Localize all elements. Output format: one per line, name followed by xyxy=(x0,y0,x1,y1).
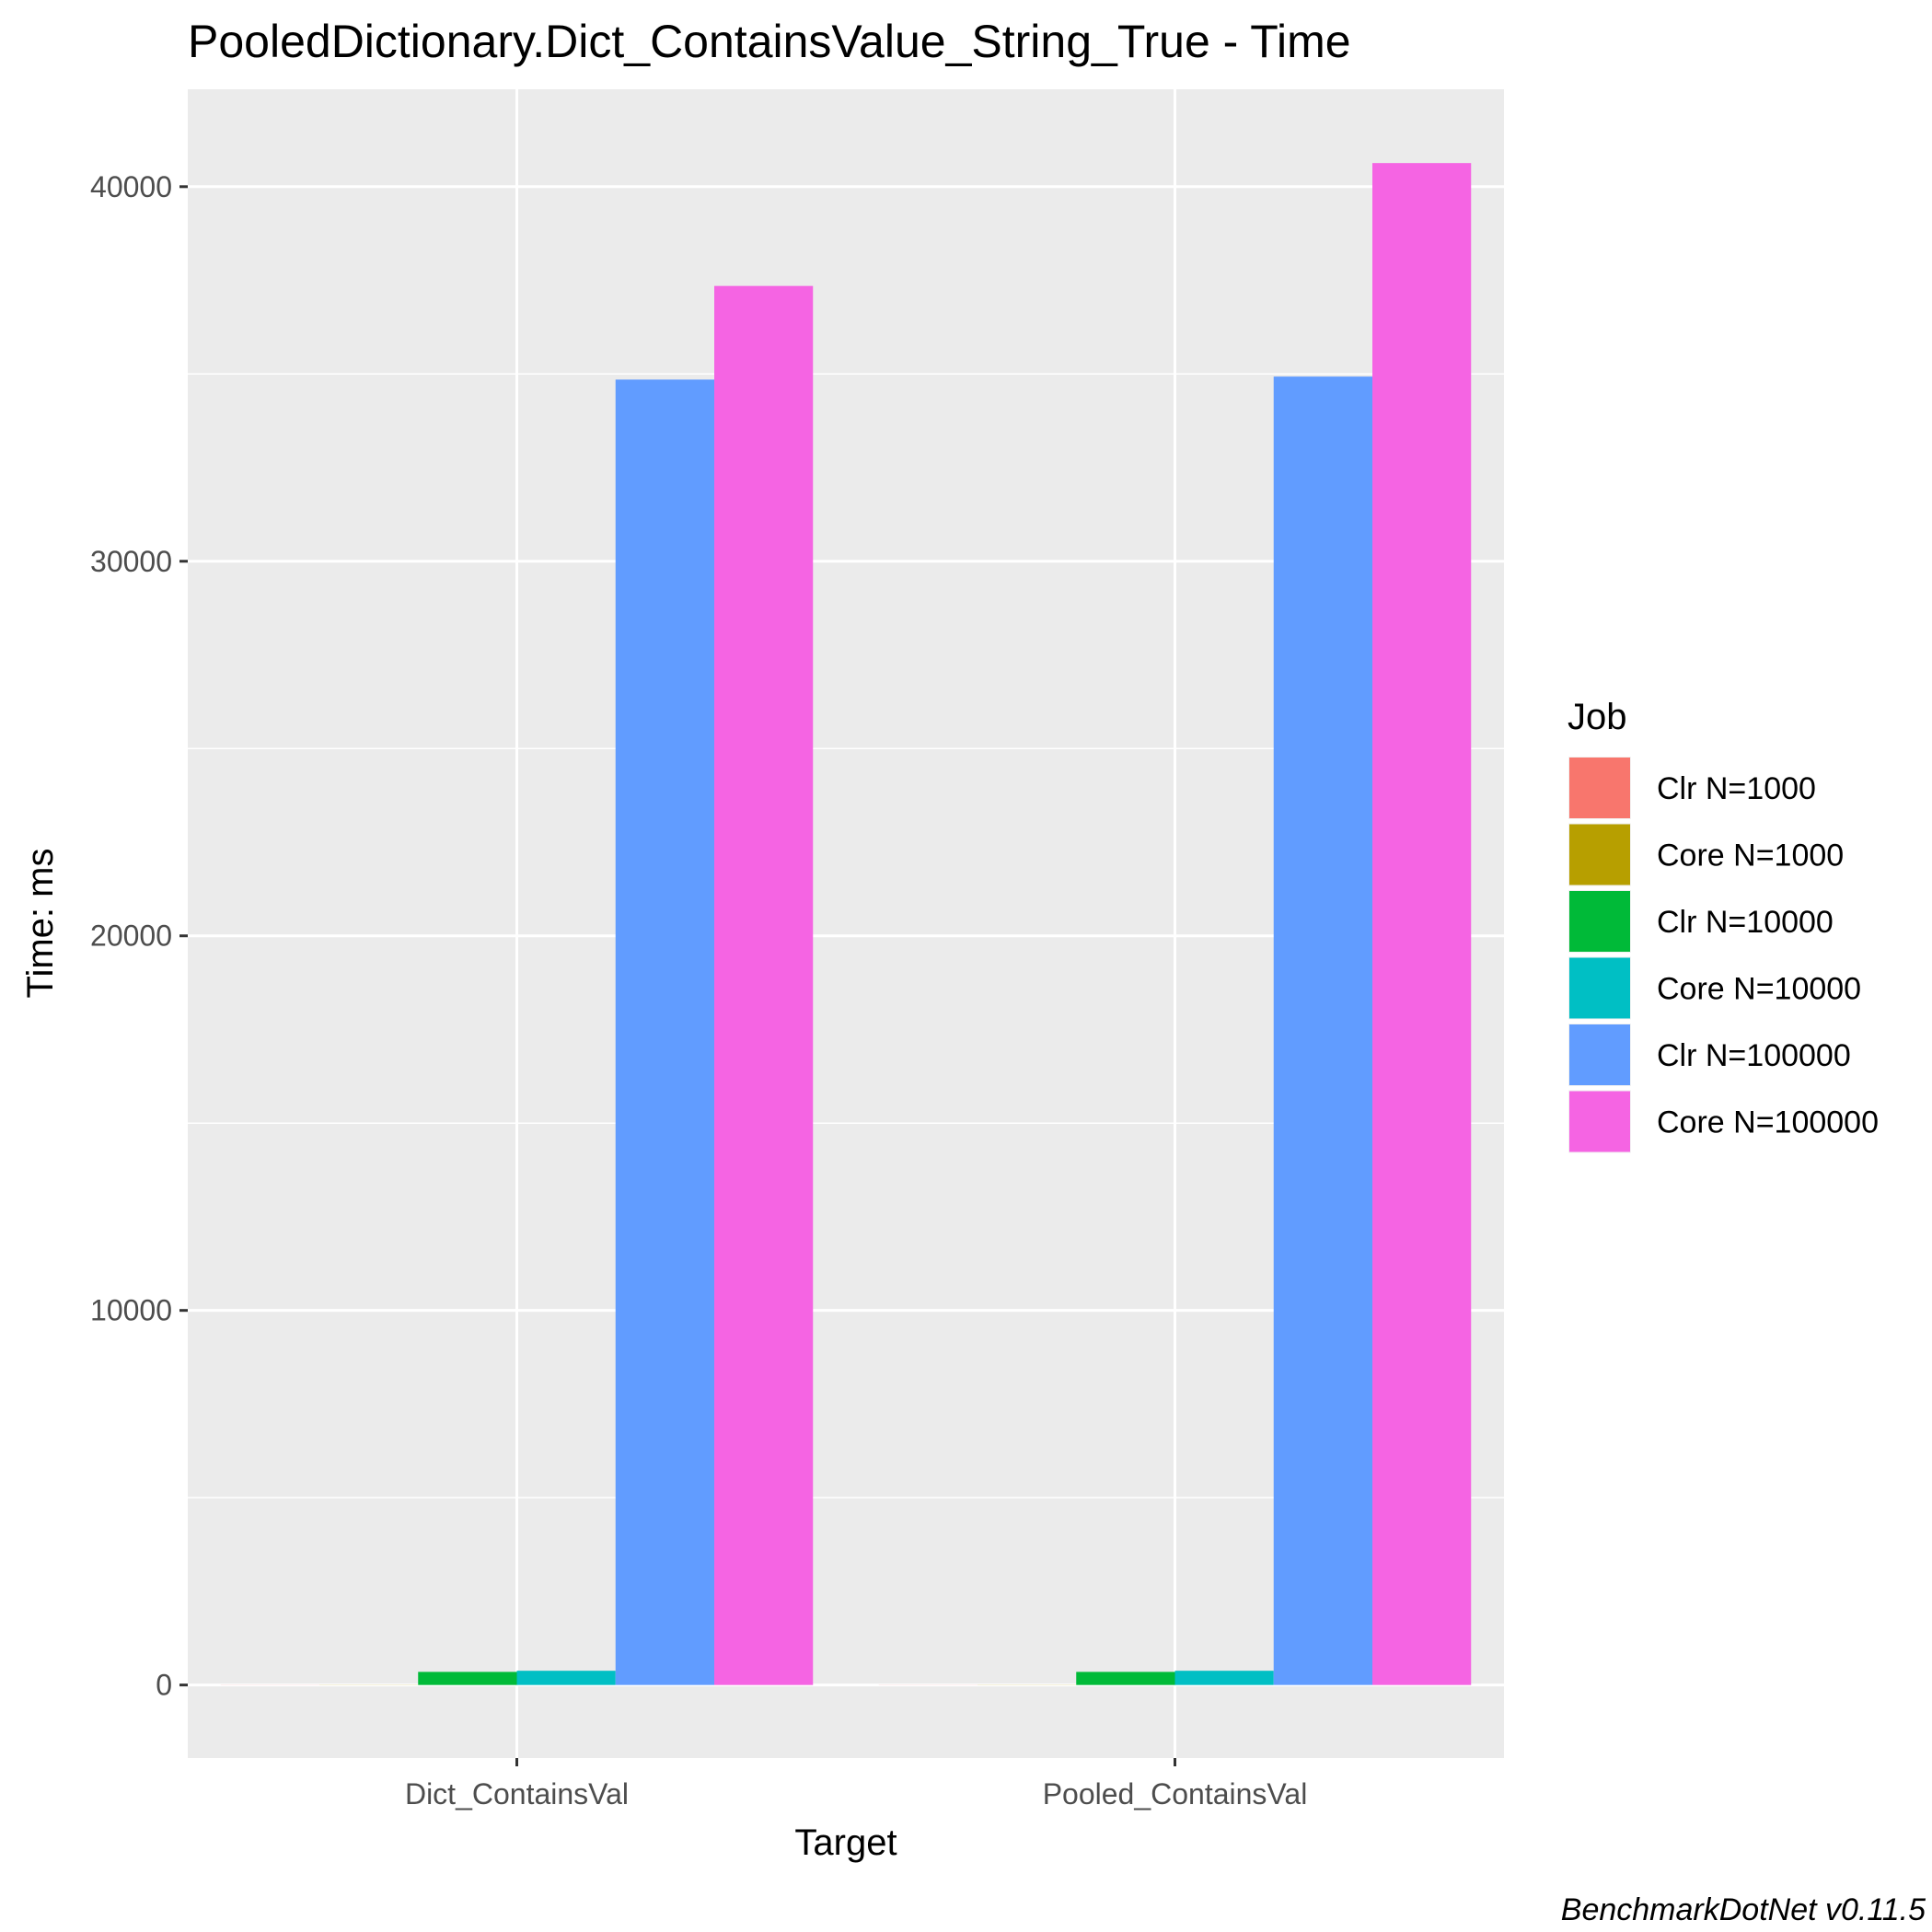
bar xyxy=(714,285,814,1685)
bar xyxy=(1174,1671,1274,1685)
legend-label: Core N=1000 xyxy=(1657,839,1844,873)
legend-label: Clr N=1000 xyxy=(1657,771,1816,806)
chart-title: PooledDictionary.Dict_ContainsValue_Stri… xyxy=(188,16,1351,67)
legend: Job Clr N=1000 Core N=1000 Clr N=10000 Core… xyxy=(1568,697,1879,1153)
bar xyxy=(516,1671,616,1685)
legend-swatch xyxy=(1569,758,1630,818)
legend-title: Job xyxy=(1568,697,1627,737)
y-tick-label: 40000 xyxy=(90,170,172,203)
bar xyxy=(1372,163,1472,1685)
legend-label: Clr N=10000 xyxy=(1657,905,1834,940)
caption: BenchmarkDotNet v0.11.5 xyxy=(1561,1892,1926,1927)
x-tick-label: Pooled_ContainsVal xyxy=(1043,1777,1308,1811)
y-tick-label: 30000 xyxy=(90,545,172,578)
x-axis: Dict_ContainsVal Pooled_ContainsVal xyxy=(405,1758,1307,1811)
y-axis: 0 10000 20000 30000 40000 xyxy=(90,170,188,1702)
legend-swatch xyxy=(1569,1091,1630,1152)
y-tick-label: 10000 xyxy=(90,1294,172,1327)
bar xyxy=(615,379,714,1685)
x-axis-title: Target xyxy=(794,1822,897,1863)
legend-label: Clr N=100000 xyxy=(1657,1038,1851,1073)
legend-swatch xyxy=(1569,957,1630,1019)
y-axis-title: Time: ms xyxy=(20,849,61,999)
x-tick-label: Dict_ContainsVal xyxy=(405,1777,629,1811)
legend-label: Core N=100000 xyxy=(1657,1105,1879,1140)
y-tick-label: 0 xyxy=(156,1669,172,1702)
bar xyxy=(418,1672,517,1685)
legend-swatch xyxy=(1569,1024,1630,1085)
legend-swatch xyxy=(1569,891,1630,952)
y-tick-label: 20000 xyxy=(90,920,172,953)
legend-swatch xyxy=(1569,824,1630,885)
bar xyxy=(1273,376,1372,1685)
bar xyxy=(1076,1672,1175,1685)
legend-label: Core N=10000 xyxy=(1657,972,1861,1007)
legend-items: Clr N=1000 Core N=1000 Clr N=10000 Core N=1… xyxy=(1568,757,1879,1153)
bars xyxy=(220,163,1472,1685)
